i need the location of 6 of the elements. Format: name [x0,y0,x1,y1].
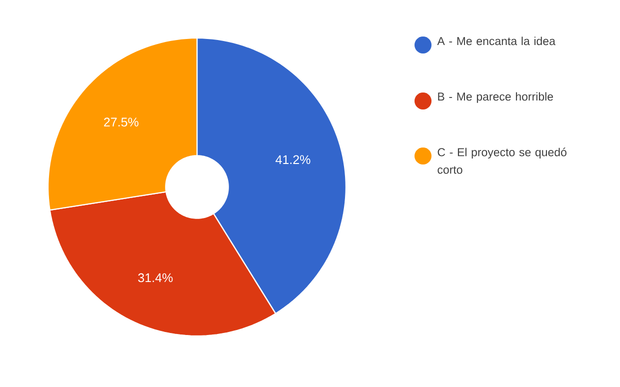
data-label: 31.4% [138,273,173,282]
legend-label: A - Me encanta la idea [437,36,556,46]
data-label: 41.2% [276,155,310,164]
data-label: 27.5% [104,118,138,127]
legend-label: B - Me parece horrible [438,92,553,103]
legend-label: C - El proyecto se quedó corto [438,148,566,174]
